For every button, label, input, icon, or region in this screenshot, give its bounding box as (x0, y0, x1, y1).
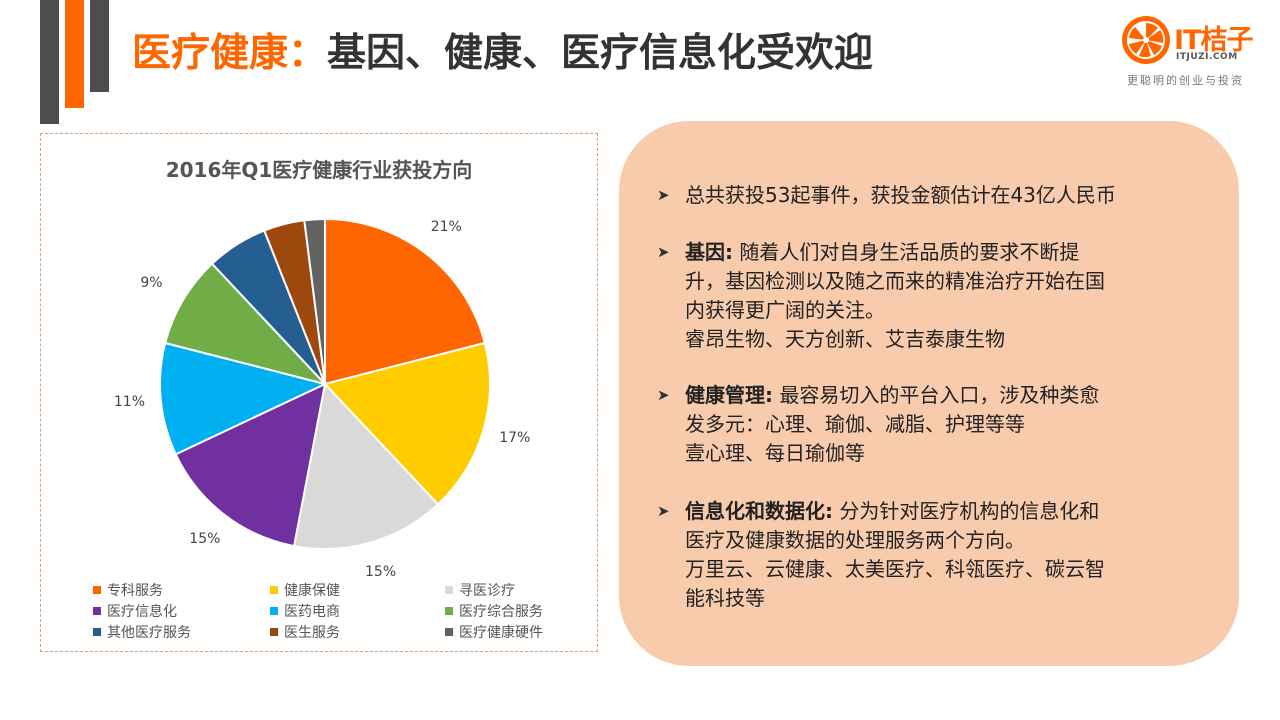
summary-panel: ➤ 总共获投53起事件，获投金额估计在43亿人民币 ➤ 基因: 随着人们对自身生… (619, 121, 1239, 666)
legend-swatch (445, 607, 453, 615)
legend-item: 专科服务 (93, 580, 163, 600)
bullet-line: 总共获投53起事件，获投金额估计在43亿人民币 (685, 181, 1197, 210)
legend-item: 健康保健 (270, 580, 340, 600)
bullet-keyword: 信息化和数据化: (685, 499, 833, 523)
bullet-text: 内获得更广阔的关注。 (685, 298, 885, 322)
legend-item: 医生服务 (270, 622, 340, 642)
pie-slice (292, 381, 440, 551)
page-title-rest: 基因、健康、医疗信息化受欢迎 (327, 31, 874, 76)
legend-swatch (93, 628, 101, 636)
decor-bar-dark-left (40, 0, 59, 124)
bullet-gene: ➤ 基因: 随着人们对自身生活品质的要求不断提 升，基因检测以及随之而来的精准治疗… (657, 238, 1197, 354)
bullet-text: 随着人们对自身生活品质的要求不断提 (733, 240, 1080, 264)
legend-item: 其他医疗服务 (93, 622, 191, 642)
bullet-line: 壹心理、每日瑜伽等 (685, 439, 1197, 468)
bullet-line: 睿昂生物、天方创新、艾吉泰康生物 (685, 325, 1197, 354)
legend-label: 寻医诊疗 (459, 583, 515, 599)
bullet-body: 健康管理: 最容易切入的平台入口，涉及种类愈 发多元：心理、瑜伽、减脂、护理等等壹… (685, 381, 1197, 468)
pie-percent-label: 17% (499, 430, 531, 446)
pie-slice (303, 217, 326, 385)
bullet-keyword: 基因: (685, 240, 733, 264)
legend-label: 专科服务 (107, 583, 163, 599)
pie-chart (158, 217, 492, 551)
pie-slice (163, 262, 329, 386)
arrow-bullet-icon: ➤ (657, 386, 670, 404)
arrow-bullet-icon: ➤ (657, 502, 670, 520)
pie-slice (323, 341, 492, 506)
bullet-line: 医疗及健康数据的处理服务两个方向。 (685, 526, 1197, 555)
legend-swatch (270, 586, 278, 594)
legend-item: 医疗信息化 (93, 601, 177, 621)
legend-label: 健康保健 (284, 583, 340, 599)
legend-swatch (93, 607, 101, 615)
pie-percent-label: 21% (430, 219, 462, 236)
bullet-body: 总共获投53起事件，获投金额估计在43亿人民币 (685, 181, 1197, 210)
itjuzi-logo: IT桔子 ITJUZI.COM 更聪明的创业与投资 (1118, 12, 1258, 87)
bullet-line: 基因: 随着人们对自身生活品质的要求不断提 (685, 238, 1197, 267)
page-title: 医疗健康：基因、健康、医疗信息化受欢迎 (132, 24, 873, 84)
logo-tagline: 更聪明的创业与投资 (1127, 74, 1244, 87)
orange-slice-icon (1122, 16, 1170, 64)
decor-bar-orange (65, 0, 84, 108)
arrow-bullet-icon: ➤ (657, 186, 670, 204)
bullet-total: ➤ 总共获投53起事件，获投金额估计在43亿人民币 (657, 181, 1197, 210)
legend-swatch (445, 586, 453, 594)
bullet-text: 睿昂生物、天方创新、艾吉泰康生物 (685, 327, 1005, 351)
legend-label: 医疗综合服务 (459, 604, 543, 620)
legend-item: 医疗健康硬件 (445, 622, 543, 642)
legend-label: 医疗信息化 (107, 604, 177, 620)
bullet-line: 健康管理: 最容易切入的平台入口，涉及种类愈 (685, 381, 1197, 410)
bullet-body: 基因: 随着人们对自身生活品质的要求不断提 升，基因检测以及随之而来的精准治疗开始… (685, 238, 1197, 354)
bullet-text: 医疗及健康数据的处理服务两个方向。 (685, 528, 1025, 552)
legend-label: 医疗健康硬件 (459, 625, 543, 641)
pie-slice (158, 341, 328, 456)
decor-bar-dark-right (90, 0, 109, 92)
bullet-line: 发多元：心理、瑜伽、减脂、护理等等 (685, 410, 1197, 439)
pie-percent-label: 9% (140, 274, 163, 291)
legend-label: 医生服务 (284, 625, 340, 641)
pie-percent-label: 11% (113, 393, 146, 410)
bullet-text: 分为针对医疗机构的信息化和 (833, 499, 1100, 523)
bullet-line: 内获得更广阔的关注。 (685, 296, 1197, 325)
bullet-health-management: ➤ 健康管理: 最容易切入的平台入口，涉及种类愈 发多元：心理、瑜伽、减脂、护理等… (657, 381, 1197, 468)
legend-item: 医药电商 (270, 601, 340, 621)
bullet-line: 信息化和数据化: 分为针对医疗机构的信息化和 (685, 497, 1197, 526)
legend-label: 医药电商 (284, 604, 340, 620)
bullet-line: 能科技等 (685, 584, 1197, 613)
arrow-bullet-icon: ➤ (657, 243, 670, 261)
legend-label: 其他医疗服务 (107, 625, 191, 641)
pie-percent-label: 15% (365, 564, 397, 581)
bullet-informatization: ➤ 信息化和数据化: 分为针对医疗机构的信息化和 医疗及健康数据的处理服务两个方向… (657, 497, 1197, 613)
chart-panel: 2016年Q1医疗健康行业获投方向 21% 17% 15% 15% 11% 9% 专科服务… (40, 133, 598, 652)
bullet-text: 最容易切入的平台入口，涉及种类愈 (773, 383, 1100, 407)
logo-name: IT桔子 (1174, 25, 1253, 56)
bullet-body: 信息化和数据化: 分为针对医疗机构的信息化和 医疗及健康数据的处理服务两个方向。万… (685, 497, 1197, 613)
pie-slice (174, 382, 327, 548)
bullet-text: 能科技等 (685, 586, 765, 610)
legend-swatch (445, 628, 453, 636)
pie-percent-label: 15% (189, 530, 221, 547)
bullet-text: 发多元：心理、瑜伽、减脂、护理等等 (685, 412, 1025, 436)
legend-swatch (93, 586, 101, 594)
chart-title: 2016年Q1医疗健康行业获投方向 (165, 158, 473, 182)
legend-item: 寻医诊疗 (445, 580, 515, 600)
bullet-line: 升，基因检测以及随之而来的精准治疗开始在国 (685, 267, 1197, 296)
page-title-highlight: 医疗健康： (132, 31, 328, 76)
bullet-text: 壹心理、每日瑜伽等 (685, 441, 865, 465)
legend-item: 医疗综合服务 (445, 601, 543, 621)
bullet-text: 总共获投53起事件，获投金额估计在43亿人民币 (685, 183, 1116, 207)
bullet-text: 万里云、云健康、太美医疗、科瓴医疗、碳云智 (685, 557, 1105, 581)
bullet-line: 万里云、云健康、太美医疗、科瓴医疗、碳云智 (685, 555, 1197, 584)
pie-slice (324, 217, 487, 386)
legend-swatch (270, 607, 278, 615)
bullet-text: 升，基因检测以及随之而来的精准治疗开始在国 (685, 269, 1105, 293)
legend-swatch (270, 628, 278, 636)
bullet-keyword: 健康管理: (685, 383, 773, 407)
logo-url: ITJUZI.COM (1176, 52, 1238, 62)
